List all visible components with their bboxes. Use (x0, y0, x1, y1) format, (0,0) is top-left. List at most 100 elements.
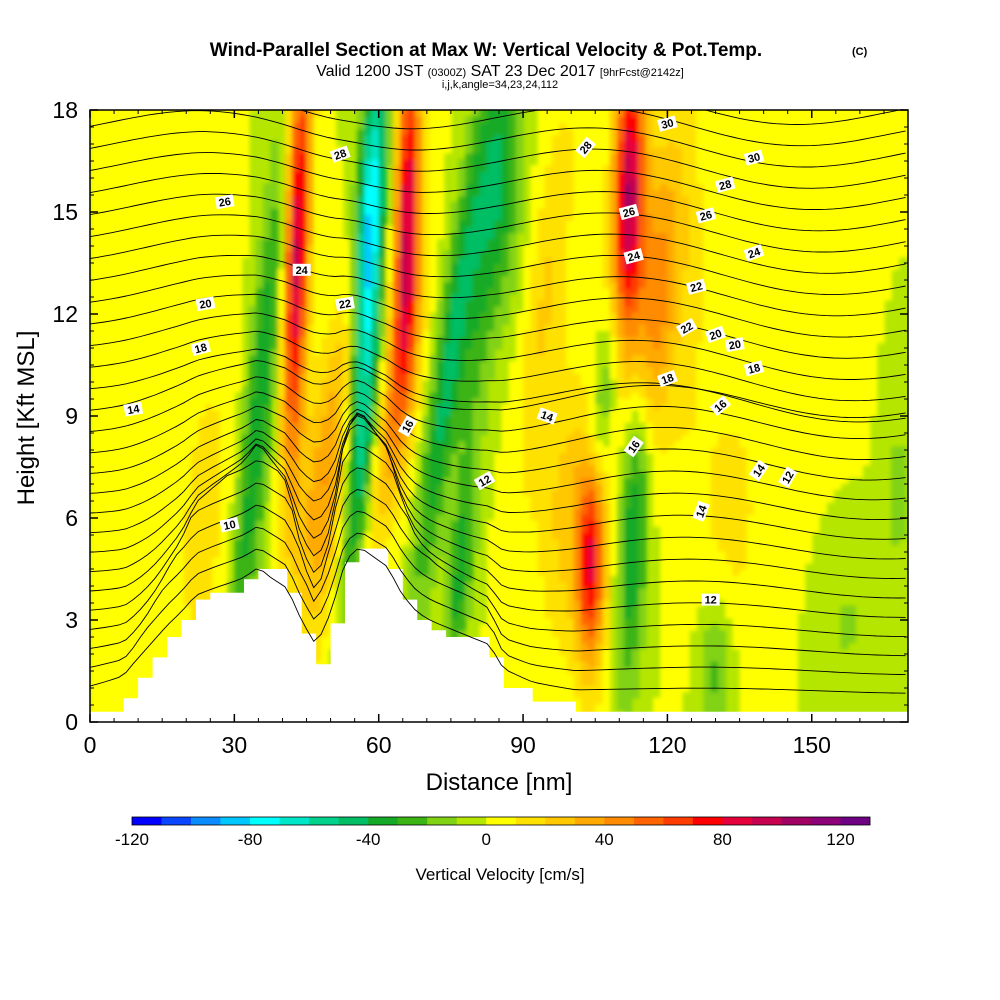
contour-label: 18 (660, 372, 676, 387)
theta-contour (90, 548, 906, 694)
contour-label: 16 (400, 418, 417, 435)
contour-label: 22 (689, 280, 704, 295)
colorbar-swatch (574, 817, 605, 825)
subtitle-date: SAT 23 Dec 2017 (466, 63, 600, 80)
colorbar-swatch (309, 817, 339, 825)
x-tick-label: 30 (222, 732, 248, 758)
theta-contour (90, 110, 906, 168)
theta-contour (90, 408, 906, 501)
colorbar-swatch (456, 817, 487, 825)
x-tick-label: 150 (793, 732, 831, 758)
colorbar-swatch (427, 817, 458, 825)
y-tick-label: 9 (65, 403, 78, 429)
x-tick-label: 120 (648, 732, 686, 758)
colorbar-swatch (722, 817, 753, 825)
colorbar-tick-label: -40 (356, 830, 381, 849)
colorbar-swatch (840, 817, 871, 825)
contour-label: 20 (199, 298, 213, 312)
theta-contour (90, 415, 906, 540)
x-tick-label: 90 (510, 732, 536, 758)
colorbar-tick-label: 0 (481, 830, 490, 849)
theta-contour (90, 193, 906, 253)
contour-label: 20 (728, 339, 742, 353)
contour-label: 14 (539, 409, 555, 425)
colorbar-label: Vertical Velocity [cm/s] (415, 865, 584, 884)
contour-label: 12 (477, 473, 494, 490)
theta-contour (90, 254, 906, 317)
theta-contour (90, 131, 906, 189)
y-tick-label: 6 (65, 505, 78, 531)
colorbar-swatch (250, 817, 280, 825)
theta-contour (90, 424, 906, 579)
contour-label: 30 (747, 151, 762, 166)
contour-label: 14 (694, 503, 710, 519)
colorbar-tick-label: 80 (713, 830, 732, 849)
colorbar-swatch (515, 817, 546, 825)
contour-label: 12 (705, 595, 717, 607)
theta-contour (90, 412, 906, 560)
theta-contour (90, 293, 906, 359)
theta-contour (90, 532, 906, 676)
contour-label: 16 (626, 439, 643, 456)
theta-contour (90, 312, 906, 380)
x-axis-label: Distance [nm] (426, 769, 573, 796)
contour-label: 24 (747, 246, 763, 262)
colorbar-swatch (486, 817, 517, 825)
contour-label: 18 (747, 362, 762, 377)
y-tick-label: 15 (52, 199, 78, 225)
contour-label: 26 (622, 206, 637, 221)
contour-label: 18 (193, 342, 208, 357)
subtitle-valid: Valid 1200 JST (316, 63, 427, 80)
y-tick-label: 0 (65, 709, 78, 735)
colorbar-swatch (633, 817, 664, 825)
terrain-layer (90, 548, 908, 722)
y-axis-label: Height [Kft MSL] (13, 331, 40, 506)
theta-contour (90, 413, 906, 521)
colorbar-tick-label: -120 (115, 830, 149, 849)
theta-contour (90, 510, 906, 657)
colorbar-swatch (397, 817, 428, 825)
colorbar-swatch (663, 817, 694, 825)
colorbar-tick-label: 120 (826, 830, 854, 849)
contour-label: 26 (699, 209, 714, 224)
contour-label: 30 (660, 117, 675, 132)
contour-label: 28 (333, 147, 349, 162)
chart-title: Wind-Parallel Section at Max W: Vertical… (210, 40, 762, 61)
y-axis-ticks: 0 3 6 9 12 15 18 (52, 97, 908, 735)
colorbar-swatch (810, 817, 841, 825)
x-tick-label: 60 (366, 732, 392, 758)
colorbar: -120 -80 -40 0 40 80 120 (115, 816, 871, 849)
colorbar-swatch (781, 817, 812, 825)
contour-label: 22 (338, 298, 352, 312)
theta-contour (703, 110, 902, 125)
theta-contour (90, 401, 906, 481)
theta-contour (90, 152, 906, 210)
potential-temperature-contours (90, 110, 906, 694)
colorbar-swatch (220, 817, 251, 825)
theta-contour (90, 445, 906, 599)
theta-contour (90, 467, 906, 618)
colorbar-swatch (161, 817, 192, 825)
contour-label: 12 (780, 469, 797, 486)
theta-contour (90, 391, 906, 461)
colorbar-swatch (545, 817, 576, 825)
contour-label: 26 (218, 196, 232, 210)
theta-contour (90, 234, 906, 296)
theta-contour (90, 348, 906, 423)
chart-title-mark: (C) (852, 46, 868, 58)
theta-contour (90, 360, 906, 419)
contour-label: 20 (708, 328, 724, 343)
contour-label: 22 (679, 320, 696, 337)
colorbar-swatch (191, 817, 221, 825)
colorbar-swatch (279, 817, 310, 825)
y-tick-label: 18 (52, 97, 78, 123)
colorbar-swatch (692, 817, 723, 825)
contour-label: 28 (718, 178, 733, 193)
colorbar-tick-label: -80 (238, 830, 263, 849)
theta-contour (90, 214, 906, 274)
colorbar-swatch (132, 817, 162, 825)
colorbar-swatch (604, 817, 635, 825)
